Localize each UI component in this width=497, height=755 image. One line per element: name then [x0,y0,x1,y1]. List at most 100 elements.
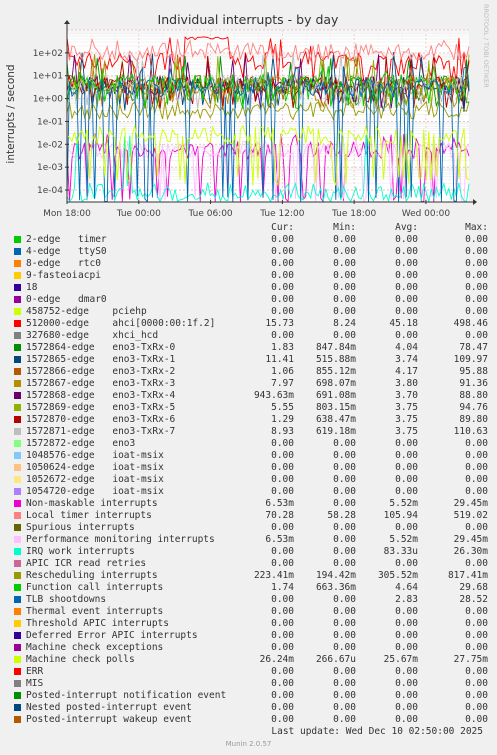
legend-swatch [14,272,21,279]
legend-swatch [14,524,21,531]
legend-series-device: ioat-msix [112,474,164,485]
legend-min: 266.67u [315,654,356,665]
legend-avg: 3.74 [395,354,418,365]
legend-series-name: 1572872-edge eno3 [26,438,136,449]
legend-min: 0.00 [333,330,356,341]
series-line [66,134,470,203]
munin-version: Munin 2.0.57 [225,740,272,748]
legend-series-name: 327680-edge xhci_hcd [26,330,159,341]
legend-cur: 0.00 [271,522,294,533]
legend-max: 498.46 [453,318,488,329]
legend-swatch [14,392,21,399]
legend-row: 8-edge rtc0 0.00 0.00 0.00 0.00 [14,258,490,270]
legend-row: 9-fasteoi acpi 0.00 0.00 0.00 0.00 [14,270,490,282]
legend-cur: 11.41 [265,354,294,365]
legend-series-name: 1054720-edge ioat-msix [26,486,164,497]
legend-row: Posted-interrupt wakeup event 0.00 0.00 0.0… [14,714,490,726]
legend-min: 0.00 [333,462,356,473]
legend-series-name: Function call interrupts [26,582,164,593]
legend-row: 458752-edge pciehp 0.00 0.00 0.00 0.00 [14,306,490,318]
legend-series-device: ioat-msix [112,486,164,497]
legend-series-name: Thermal event interrupts [26,606,164,617]
legend-swatch [14,308,21,315]
legend-max: 0.00 [465,630,488,641]
legend-avg: 3.75 [395,414,418,425]
legend-min: 0.00 [333,606,356,617]
y-tick-label: 1e-04 [37,186,63,196]
legend-swatch [14,536,21,543]
legend-swatch [14,440,21,447]
chart-title: Individual interrupts - by day [158,12,340,27]
legend-row: 1572869-edge eno3-TxRx-5 5.55 803.15m 3.75 94… [14,402,490,414]
legend-swatch [14,692,21,699]
legend-cur: 0.00 [271,546,294,557]
legend-cur: 0.00 [271,618,294,629]
legend-min: 847.84m [315,342,356,353]
legend-avg: 0.00 [395,438,418,449]
axes: 1e-04 1e-03 1e-02 1e-01 1e+00 1e+01 1e+02 Mon 1… [33,20,477,219]
legend-rows: 2-edge timer 0.00 0.00 0.00 0.00 4-edge ttyS0 0.… [14,234,490,726]
legend-avg: 105.94 [383,510,418,521]
legend-min: 0.00 [333,270,356,281]
legend-avg: 0.00 [395,666,418,677]
legend-series-device: eno3-TxRx-1 [112,354,176,365]
x-tick-label: Mon 18:00 [43,209,91,219]
legend-swatch [14,572,21,579]
legend-swatch [14,668,21,675]
legend-swatch [14,476,21,483]
legend-row: 1572870-edge eno3-TxRx-6 1.29 638.47m 3.75 89… [14,414,490,426]
legend-cur: 6.53m [265,498,294,509]
y-tick-label: 1e-01 [37,117,63,127]
legend-swatch [14,236,21,243]
legend-series-device: acpi [78,270,101,281]
legend-cur: 1.06 [271,366,294,377]
legend-series-name: 18 [26,282,38,293]
legend-avg: 0.00 [395,702,418,713]
legend-max: 29.45m [453,534,488,545]
legend-series-name: Machine check polls [26,654,135,665]
legend-cur: 0.00 [271,690,294,701]
series-lines [66,36,470,203]
legend-series-name: 0-edge dmar0 [26,294,107,305]
legend-series-name: APIC ICR read retries [26,558,147,569]
legend-min: 0.00 [333,702,356,713]
legend-min: 0.00 [333,678,356,689]
legend-avg: 0.00 [395,330,418,341]
legend-max: 28.52 [459,594,488,605]
legend-swatch [14,464,21,471]
legend-avg: 0.00 [395,606,418,617]
legend-series-device: eno3-TxRx-0 [112,342,176,353]
legend-header-min: Min: [333,222,356,233]
legend-min: 0.00 [333,594,356,605]
legend-avg: 3.75 [395,426,418,437]
legend-row: 1572868-edge eno3-TxRx-4 943.63m 691.08m 3.7… [14,390,490,402]
legend-cur: 26.24m [259,654,294,665]
legend-cur: 6.53m [265,534,294,545]
y-tick-label: 1e+01 [33,72,63,82]
legend-min: 0.00 [333,450,356,461]
legend-max: 0.00 [465,558,488,569]
legend-series-name: Machine check exceptions [26,642,164,653]
legend-max: 110.63 [453,426,488,437]
legend-cur: 15.73 [265,318,294,329]
legend-series-device: rtc0 [78,258,101,269]
legend-series-device: ttyS0 [78,246,107,257]
legend-min: 0.00 [333,522,356,533]
legend-max: 0.00 [465,678,488,689]
legend-series-name: ERR [26,666,44,677]
legend-cur: 0.00 [271,714,294,725]
series-line [66,99,470,121]
legend-swatch [14,548,21,555]
legend-row: Machine check polls 26.24m 266.67u 25.67m 27… [14,654,490,666]
legend-row: APIC ICR read retries 0.00 0.00 0.00 0.00 [14,558,490,570]
series-line [66,137,470,203]
legend-row: MIS 0.00 0.00 0.00 0.00 [14,678,490,690]
series-line [66,133,470,203]
legend-swatch [14,344,21,351]
legend-header-max: Max: [465,222,488,233]
legend-min: 855.12m [315,366,356,377]
legend-series-name: Performance monitoring interrupts [26,534,215,545]
legend-cur: 1.74 [271,582,294,593]
legend-swatch [14,284,21,291]
legend-avg: 5.52m [389,534,418,545]
